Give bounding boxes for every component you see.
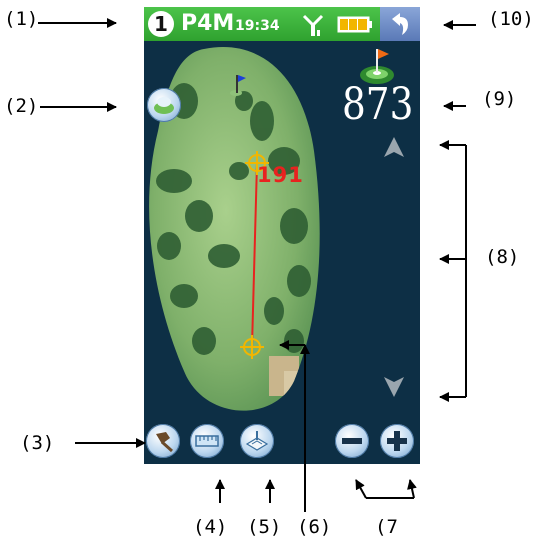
crosshair-target-top xyxy=(245,151,269,175)
shot-overlay xyxy=(240,151,269,359)
zoom-in-button[interactable] xyxy=(380,424,414,458)
gps-signal-icon xyxy=(302,14,324,36)
shot-distance: 191 xyxy=(257,163,304,187)
gps-screen: 1 P4M 19:34 xyxy=(144,7,420,464)
hole-map[interactable] xyxy=(144,41,420,421)
ruler-icon xyxy=(195,435,219,447)
status-bar: 1 P4M 19:34 xyxy=(144,7,420,41)
callout-6: (6) xyxy=(297,516,332,538)
callout-7: (7 xyxy=(375,516,398,538)
callout-3: (3) xyxy=(20,432,55,454)
callout-5: (5) xyxy=(247,516,282,538)
callout-8: (8) xyxy=(485,246,520,268)
distance-to-pin: 873 xyxy=(342,79,414,130)
hole-view-button[interactable] xyxy=(147,88,181,122)
back-arrow-icon xyxy=(392,13,408,35)
crosshair-target-bottom xyxy=(240,335,264,359)
pin-marker-icon xyxy=(156,432,174,453)
green-flag-icon xyxy=(360,49,394,84)
par-indicator: P4M xyxy=(181,11,235,36)
callout-9: (9) xyxy=(482,88,517,110)
scroll-up-arrow-icon[interactable] xyxy=(382,135,406,159)
callout-1: (1) xyxy=(4,8,39,30)
scroll-down-arrow-icon[interactable] xyxy=(382,375,406,399)
scorecard-icon xyxy=(245,431,269,451)
minus-icon xyxy=(342,438,362,444)
callout-10: (10) xyxy=(488,8,534,30)
clock: 19:34 xyxy=(235,18,280,34)
hole-number-badge[interactable]: 1 xyxy=(148,11,174,37)
battery-icon xyxy=(337,16,372,33)
callout-2: (2) xyxy=(4,95,39,117)
scorecard-button[interactable] xyxy=(240,424,274,458)
callout-4: (4) xyxy=(193,516,228,538)
hole-view-icon xyxy=(154,97,174,114)
hole-flag-icon xyxy=(230,75,246,96)
zoom-out-button[interactable] xyxy=(335,424,369,458)
plus-icon xyxy=(387,431,407,451)
back-button[interactable] xyxy=(380,7,420,41)
mark-button[interactable] xyxy=(146,424,180,458)
measure-button[interactable] xyxy=(190,424,224,458)
